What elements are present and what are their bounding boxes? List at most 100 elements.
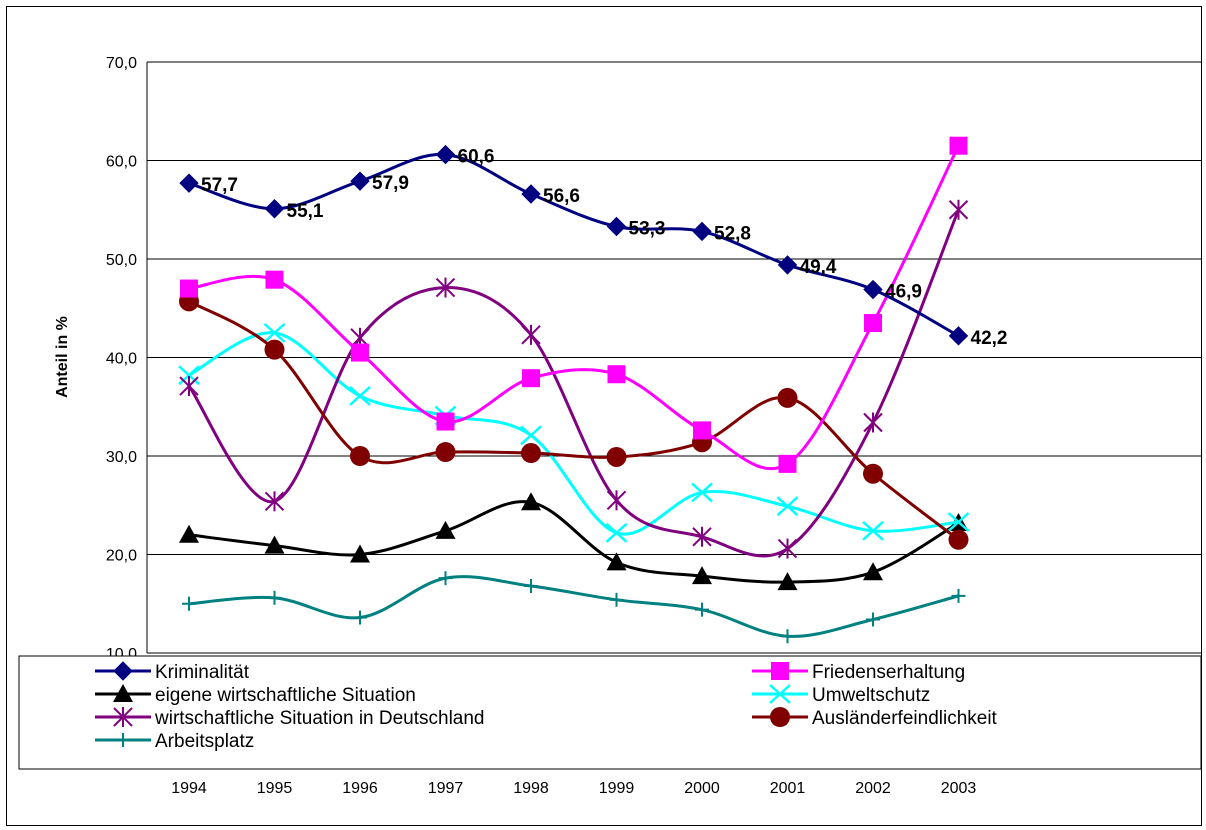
data-point-marker [948, 199, 969, 220]
x-stroke [520, 425, 542, 446]
triangle-shape [435, 520, 456, 539]
diamond-shape [948, 326, 969, 346]
data-point-marker [350, 544, 370, 563]
circle-shape [770, 707, 790, 727]
data-point-marker [948, 529, 969, 550]
series-3 [178, 322, 970, 543]
data-point-marker [777, 538, 798, 559]
legend-item: Ausländerfeindlichkeit [752, 707, 998, 729]
data-point-marker [691, 482, 713, 503]
data-point-marker [780, 629, 795, 644]
data-point-marker [520, 425, 542, 446]
legend-marker [770, 707, 790, 727]
circle-shape [606, 446, 627, 467]
data-point-marker [178, 365, 200, 386]
diamond-shape [521, 184, 541, 204]
square-shape [522, 369, 540, 388]
diamond-shape [777, 255, 798, 275]
data-point-marker [862, 520, 884, 541]
data-point-marker [267, 590, 282, 605]
triangle-shape [350, 544, 370, 563]
data-point-marker [949, 136, 968, 155]
diamond-shape [179, 173, 199, 193]
y-tick-label: 70,0 [106, 55, 137, 72]
data-point-marker [606, 552, 627, 571]
data-label: 46,9 [885, 282, 922, 303]
series-0 [179, 144, 969, 346]
square-shape [778, 454, 797, 473]
x-stroke [862, 520, 884, 541]
series-line [188, 153, 960, 338]
data-point-marker [951, 588, 966, 603]
legend-marker [113, 684, 133, 702]
series-4 [179, 199, 969, 559]
x-stroke [691, 482, 713, 503]
gridlines [146, 61, 1201, 654]
data-label: 42,2 [971, 328, 1008, 349]
legend-item: Kriminalität [95, 661, 250, 683]
data-point-marker [179, 376, 199, 397]
data-point-marker [692, 526, 712, 547]
data-point-marker [264, 535, 285, 554]
data-point-marker [693, 421, 711, 440]
data-point-marker [435, 144, 456, 165]
x-stroke [776, 496, 799, 517]
data-point-marker [179, 524, 199, 543]
legend-item: Umweltschutz [752, 684, 930, 706]
data-point-marker [435, 442, 456, 463]
legend-marker [116, 733, 130, 747]
diamond-shape [692, 221, 712, 242]
data-point-marker [351, 343, 369, 362]
data-point-marker [350, 171, 370, 191]
series-line [188, 500, 960, 584]
square-shape [436, 412, 455, 431]
data-point-marker [606, 446, 627, 467]
data-point-marker [263, 322, 286, 343]
data-point-marker [609, 592, 624, 607]
data-point-marker [264, 491, 285, 512]
data-point-marker [778, 454, 797, 473]
data-point-marker [180, 279, 198, 298]
data-point-marker [438, 571, 453, 586]
data-labels: 57,7 55,1 57,9 60,6 56,6 53,3 52,8 49,4 46,9 42,2 [201, 147, 1007, 349]
diamond-shape [350, 171, 370, 191]
x-tick-label: 1994 [171, 780, 207, 797]
legend-box [18, 655, 1202, 770]
data-point-marker [521, 492, 541, 511]
chart-frame: 10,0 20,0 30,0 40,0 50,0 60,0 70,0 Anteil in %… [6, 6, 1202, 826]
square-shape [864, 314, 882, 333]
data-point-marker [606, 490, 627, 511]
y-tick-label: 20,0 [106, 548, 137, 565]
triangle-shape [606, 552, 627, 571]
series-1 [180, 136, 968, 473]
data-point-marker [863, 463, 883, 484]
triangle-shape [264, 535, 285, 554]
legend-marker [113, 707, 133, 727]
y-tick-label: 40,0 [106, 351, 137, 368]
data-label: 56,6 [543, 186, 580, 207]
data-point-marker [182, 596, 196, 611]
data-point-marker [866, 612, 880, 627]
data-point-marker [777, 387, 798, 408]
diamond-shape [863, 279, 883, 300]
data-label: 53,3 [629, 218, 666, 239]
x-tick-label: 2002 [855, 780, 891, 797]
y-tick-label: 30,0 [106, 449, 137, 466]
circle-shape [350, 446, 370, 466]
data-point-marker [947, 512, 970, 532]
legend-marker [771, 662, 789, 680]
triangle-shape [863, 562, 883, 581]
legend-label: Friedenserhaltung [812, 662, 965, 683]
series-line [187, 209, 960, 558]
data-point-marker [435, 277, 456, 298]
y-tick-label: 60,0 [106, 154, 137, 171]
circle-shape [863, 463, 883, 484]
diamond-shape [264, 199, 285, 219]
x-tick-label: 1999 [599, 780, 635, 797]
legend-item: Arbeitsplatz [95, 731, 254, 752]
series-line [188, 300, 960, 541]
data-label: 49,4 [800, 257, 837, 278]
data-point-marker [606, 216, 627, 237]
data-point-marker [692, 221, 712, 242]
legend-marker [769, 684, 791, 704]
